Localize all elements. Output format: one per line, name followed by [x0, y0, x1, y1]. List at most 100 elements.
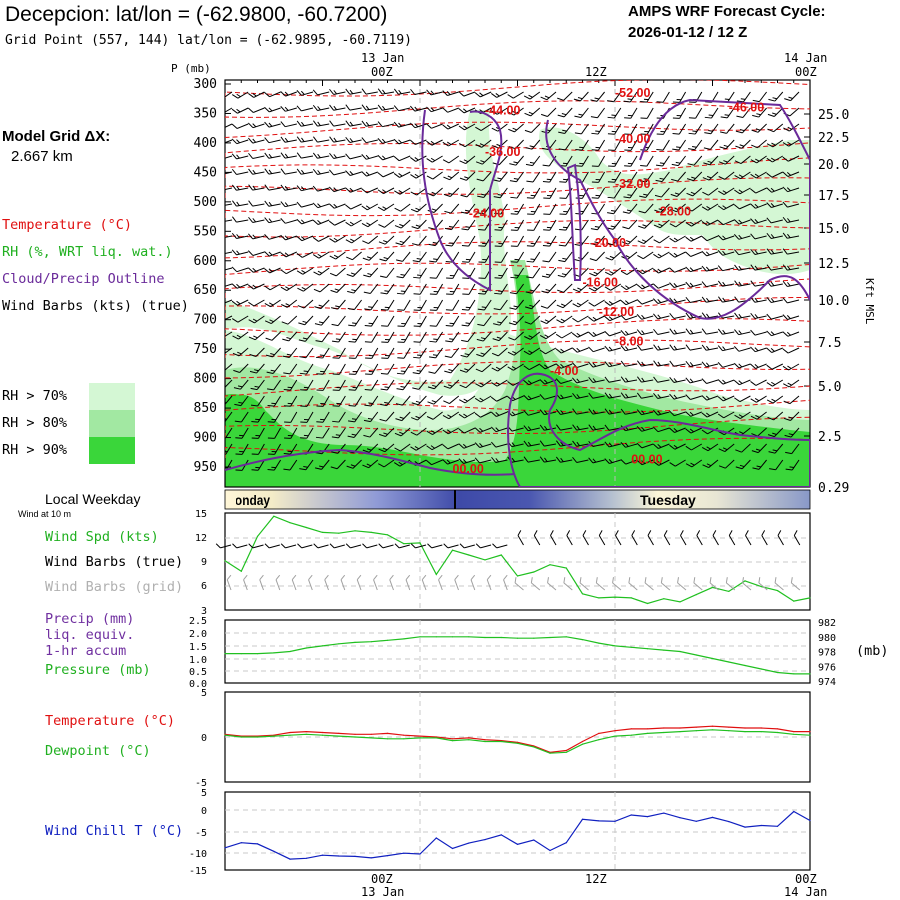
- wind-barb: [523, 379, 540, 386]
- wind-barb: [750, 248, 767, 255]
- series-point: [728, 821, 730, 823]
- kft-tick-label: 25.0: [818, 108, 849, 123]
- series-point: [809, 819, 811, 822]
- wind-barb: [362, 235, 379, 245]
- wind-barb-true: [427, 543, 443, 549]
- wind-barb: [331, 315, 346, 327]
- wind-barb: [620, 360, 638, 367]
- panel-tick-label: 0: [201, 733, 207, 744]
- wind-barb: [717, 362, 735, 368]
- wind-barb: [313, 267, 330, 276]
- series-point: [256, 535, 259, 538]
- wind-barb: [620, 330, 638, 336]
- wind-barb: [508, 123, 524, 133]
- chart-title: Decepcion: lat/lon = (-62.9800, -60.7200…: [5, 3, 388, 26]
- pressure-tick-label: 450: [194, 165, 217, 180]
- series-point: [289, 731, 291, 734]
- wind-barb: [312, 219, 330, 225]
- wind-barb: [718, 459, 735, 469]
- wind-barb: [280, 106, 297, 112]
- wind-barb: [717, 328, 735, 335]
- wind-barb: [445, 235, 460, 247]
- wind-barb: [494, 235, 508, 247]
- wind-barb: [636, 392, 654, 399]
- wind-barb: [750, 329, 767, 336]
- wind-barb: [702, 171, 719, 181]
- wind-barb: [458, 91, 476, 97]
- wind-barb: [264, 283, 281, 291]
- wind-barb: [445, 315, 460, 327]
- cloud-outline-low: [507, 372, 810, 487]
- wind-barb: [225, 331, 233, 339]
- wind-barb: [413, 347, 427, 359]
- wind-barb: [717, 411, 735, 419]
- legend-wind-barbs-true: Wind Barbs (true): [45, 554, 184, 570]
- series-point: [305, 733, 307, 735]
- wind-barb: [231, 216, 249, 223]
- series-point: [305, 526, 307, 529]
- kft-tick-label: 7.5: [818, 336, 841, 351]
- wind-barb: [653, 328, 670, 335]
- wind-barb: [572, 440, 589, 447]
- series-point: [793, 673, 795, 675]
- wind-barb: [296, 152, 314, 159]
- panel-tick-label: 12: [195, 533, 207, 544]
- wind-barb: [717, 379, 735, 385]
- wind-barb: [378, 219, 395, 228]
- wind-barb: [652, 267, 670, 274]
- wind-barb: [523, 440, 540, 447]
- series-point: [614, 645, 616, 647]
- series-point: [370, 733, 372, 735]
- wind-barb: [507, 91, 524, 99]
- wind-barb: [409, 105, 427, 112]
- wind-barb: [688, 123, 703, 135]
- wind-barb: [300, 379, 314, 391]
- wind-barb: [572, 408, 589, 415]
- model-grid-value: 2.667 km: [11, 148, 73, 165]
- wind-barb: [508, 139, 524, 150]
- wind-barb: [701, 235, 719, 242]
- wind-barb: [299, 363, 314, 375]
- wind-barb: [426, 123, 443, 129]
- wind-barb: [363, 427, 379, 438]
- wind-barb: [475, 123, 492, 131]
- wind-barb: [280, 251, 298, 258]
- pressure-tick-label: 400: [194, 136, 217, 151]
- wind-barb: [525, 139, 541, 150]
- wind-barb: [542, 251, 557, 263]
- wind-barb-grid: [405, 574, 411, 591]
- wind-barb: [361, 120, 378, 127]
- wind-barb: [475, 379, 492, 388]
- series-point: [370, 531, 372, 534]
- weekday-tuesday: Tuesday: [640, 492, 696, 508]
- wind-barb: [231, 200, 249, 207]
- wind-barb-grid: [470, 574, 476, 591]
- wind-barb-grid: [742, 577, 752, 591]
- wind-barb: [655, 171, 670, 183]
- wind-barb: [685, 459, 703, 468]
- wind-barb: [768, 443, 784, 454]
- wind-barb: [225, 139, 233, 145]
- wind-barb: [750, 395, 767, 403]
- wind-barb: [783, 395, 800, 405]
- wind-barb: [283, 395, 298, 407]
- wind-barb: [264, 267, 281, 274]
- wind-barb: [332, 379, 346, 391]
- wind-barb: [231, 232, 249, 239]
- wind-barbs-cross-section: [225, 88, 800, 471]
- wind-barb: [653, 459, 670, 466]
- wind-barb: [686, 187, 703, 197]
- series-point: [646, 728, 649, 730]
- wind-barb: [604, 361, 621, 368]
- wind-barb: [735, 139, 751, 149]
- wind-barb: [766, 379, 784, 387]
- wind-barb: [225, 267, 233, 272]
- legend-precip-accum: 1-hr accum: [45, 643, 127, 659]
- wind-barb: [542, 155, 557, 167]
- wind-barb: [750, 155, 767, 164]
- wind-barb: [379, 267, 395, 278]
- wind-barb: [474, 457, 492, 464]
- wind-barb: [540, 315, 557, 325]
- wind-barb: [332, 363, 346, 375]
- legend-pressure: Pressure (mb): [45, 662, 151, 678]
